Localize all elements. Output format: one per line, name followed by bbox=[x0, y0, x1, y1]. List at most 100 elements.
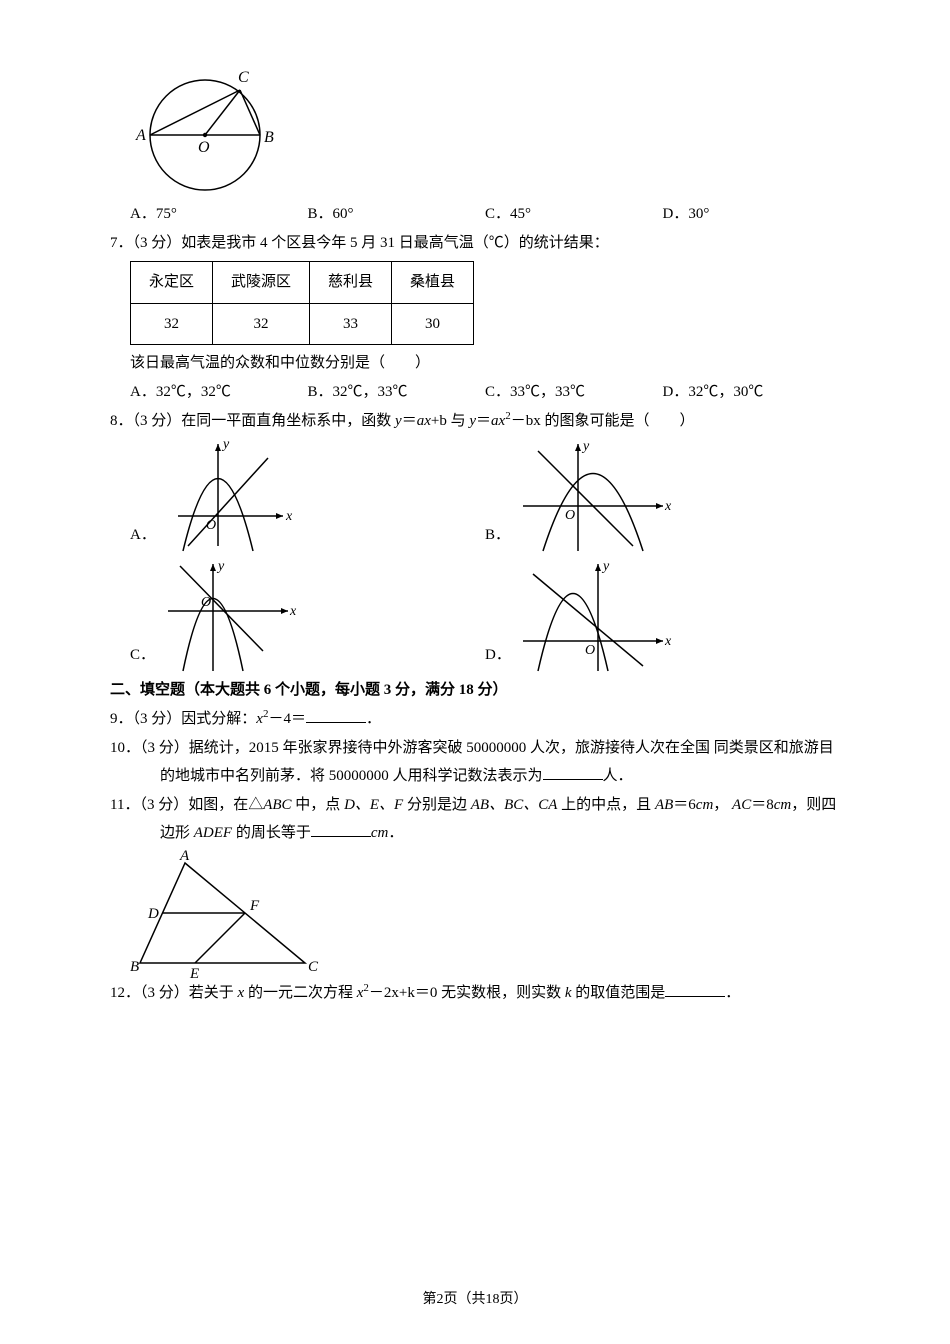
q11-ab-var: AB bbox=[655, 797, 673, 813]
footer-page: 2 bbox=[437, 1292, 444, 1307]
svg-text:A: A bbox=[135, 127, 146, 144]
q12-period: ． bbox=[725, 985, 740, 1001]
q8-stem: 8．（3 分）在同一平面直角坐标系中，函数 y＝ax+b 与 y＝ax2－bx … bbox=[110, 406, 840, 436]
q8-ax2: ax bbox=[491, 413, 505, 429]
page-footer: 第2页（共18页） bbox=[0, 1287, 950, 1314]
q8-post: 的图象可能是（ ） bbox=[541, 413, 695, 429]
q6-opt-d: D．30° bbox=[663, 200, 841, 229]
q11-period: ． bbox=[388, 825, 403, 841]
q12-k: k bbox=[565, 985, 572, 1001]
svg-text:O: O bbox=[585, 643, 595, 658]
q12: 12．（3 分）若关于 x 的一元二次方程 x2－2x+k＝0 无实数根，则实数… bbox=[110, 978, 840, 1008]
q11-l2mid: 的周长等于 bbox=[232, 825, 311, 841]
q8-eq1: ＝ bbox=[402, 413, 417, 429]
svg-text:y: y bbox=[601, 559, 610, 574]
q9-pre: 9．（3 分）因式分解： bbox=[110, 711, 256, 727]
q7-th-3: 桑植县 bbox=[392, 262, 474, 304]
q8-opt-d-letter: D． bbox=[485, 641, 513, 670]
q7-th-0: 永定区 bbox=[131, 262, 213, 304]
q7-opt-c: C．33℃，33℃ bbox=[485, 378, 663, 407]
q11-ab-val: ＝6 bbox=[673, 797, 696, 813]
svg-text:O: O bbox=[206, 518, 216, 533]
q8-pre: 8．（3 分）在同一平面直角坐标系中，函数 bbox=[110, 413, 395, 429]
q11-def: D、E、F bbox=[344, 797, 403, 813]
svg-text:x: x bbox=[285, 509, 293, 524]
q6-opt-b: B．60° bbox=[308, 200, 486, 229]
q11-m3: 上的中点，且 bbox=[557, 797, 655, 813]
q11-m1: 中，点 bbox=[292, 797, 345, 813]
q12-m1: 的一元二次方程 bbox=[244, 985, 357, 1001]
svg-text:C: C bbox=[238, 69, 249, 86]
footer-total: 18 bbox=[486, 1292, 500, 1307]
svg-text:E: E bbox=[189, 966, 199, 978]
q12-blank bbox=[665, 981, 725, 997]
q8-y1: y bbox=[395, 413, 402, 429]
q12-pre: 12．（3 分）若关于 bbox=[110, 985, 238, 1001]
footer-mid: 页（共 bbox=[444, 1292, 486, 1307]
q11-diagram: A B C D E F bbox=[130, 848, 840, 978]
q8-graph-d: x y O bbox=[513, 556, 840, 676]
svg-text:O: O bbox=[201, 595, 211, 610]
q12-rest: －2x+k＝0 bbox=[369, 985, 437, 1001]
q7-th-2: 慈利县 bbox=[310, 262, 392, 304]
q7-opt-b: B．32℃，33℃ bbox=[308, 378, 486, 407]
q8-bx: －bx bbox=[511, 413, 541, 429]
svg-text:B: B bbox=[130, 959, 139, 975]
q11-adef: ADEF bbox=[194, 825, 232, 841]
svg-text:x: x bbox=[664, 634, 672, 649]
q9-blank bbox=[306, 707, 366, 723]
q8-conj: 与 bbox=[447, 413, 470, 429]
q11-ac-val: ＝8 bbox=[751, 797, 774, 813]
q11-ac-var: AC bbox=[732, 797, 751, 813]
q10-l1: 10．（3 分）据统计，2015 年张家界接待中外游客突破 50000000 人… bbox=[110, 740, 710, 756]
q8-graph-c: x y O bbox=[158, 556, 485, 676]
q11-ac-unit: cm bbox=[774, 797, 792, 813]
svg-text:y: y bbox=[581, 439, 590, 454]
q6-opt-a: A．75° bbox=[130, 200, 308, 229]
svg-text:B: B bbox=[264, 129, 274, 146]
q9-tail: －4＝ bbox=[268, 711, 306, 727]
q9-post: ． bbox=[366, 711, 381, 727]
q6-diagram: A B C O bbox=[130, 50, 840, 200]
q7-opt-a: A．32℃，32℃ bbox=[130, 378, 308, 407]
svg-text:C: C bbox=[308, 959, 319, 975]
q8-ax1: ax bbox=[417, 413, 431, 429]
q9: 9．（3 分）因式分解：x2－4＝． bbox=[110, 704, 840, 734]
q10-l2post: 人． bbox=[603, 768, 633, 784]
q8-row-cd: C． x y O D． x y O bbox=[130, 556, 840, 676]
q11-sides: AB、BC、CA bbox=[471, 797, 558, 813]
q11-abc: ABC bbox=[263, 797, 291, 813]
q6-opt-c: C．45° bbox=[485, 200, 663, 229]
q7-opt-d: D．32℃，30℃ bbox=[663, 378, 841, 407]
q7-sub: 该日最高气温的众数和中位数分别是（ ） bbox=[130, 349, 840, 378]
q8-opt-b-letter: B． bbox=[485, 521, 513, 550]
q11-m2: 分别是边 bbox=[403, 797, 471, 813]
q7-td-1: 32 bbox=[213, 303, 310, 345]
q8-graph-a: x y O bbox=[158, 436, 485, 556]
q8-opt-c-letter: C． bbox=[130, 641, 158, 670]
q10-blank bbox=[543, 764, 603, 780]
q11-blank bbox=[311, 821, 371, 837]
q6-options: A．75° B．60° C．45° D．30° bbox=[130, 200, 840, 229]
svg-text:O: O bbox=[565, 508, 575, 523]
svg-text:O: O bbox=[198, 139, 210, 156]
q8-graph-b: x y O bbox=[513, 436, 840, 556]
q11-ab-unit: cm bbox=[696, 797, 714, 813]
q7-td-3: 30 bbox=[392, 303, 474, 345]
q11: 11．（3 分）如图，在△ABC 中，点 D、E、F 分别是边 AB、BC、CA… bbox=[110, 791, 840, 848]
q7-table: 永定区 武陵源区 慈利县 桑植县 32 32 33 30 bbox=[130, 261, 474, 345]
q10: 10．（3 分）据统计，2015 年张家界接待中外游客突破 50000000 人… bbox=[110, 734, 840, 791]
q7-options: A．32℃，32℃ B．32℃，33℃ C．33℃，33℃ D．32℃，30℃ bbox=[130, 378, 840, 407]
svg-text:y: y bbox=[216, 559, 225, 574]
q12-m3: 的取值范围是 bbox=[572, 985, 666, 1001]
footer-pre: 第 bbox=[423, 1292, 437, 1307]
q7-td-2: 33 bbox=[310, 303, 392, 345]
footer-post: 页） bbox=[500, 1292, 528, 1307]
q8-row-ab: A． x y O B． x y O bbox=[130, 436, 840, 556]
svg-text:F: F bbox=[249, 898, 260, 914]
q7-td-0: 32 bbox=[131, 303, 213, 345]
section2-heading: 二、填空题（本大题共 6 个小题，每小题 3 分，满分 18 分） bbox=[110, 676, 840, 705]
q11-comma: ， bbox=[713, 797, 728, 813]
q8-eq2: ＝ bbox=[476, 413, 491, 429]
q11-pre: 11．（3 分）如图，在△ bbox=[110, 797, 263, 813]
